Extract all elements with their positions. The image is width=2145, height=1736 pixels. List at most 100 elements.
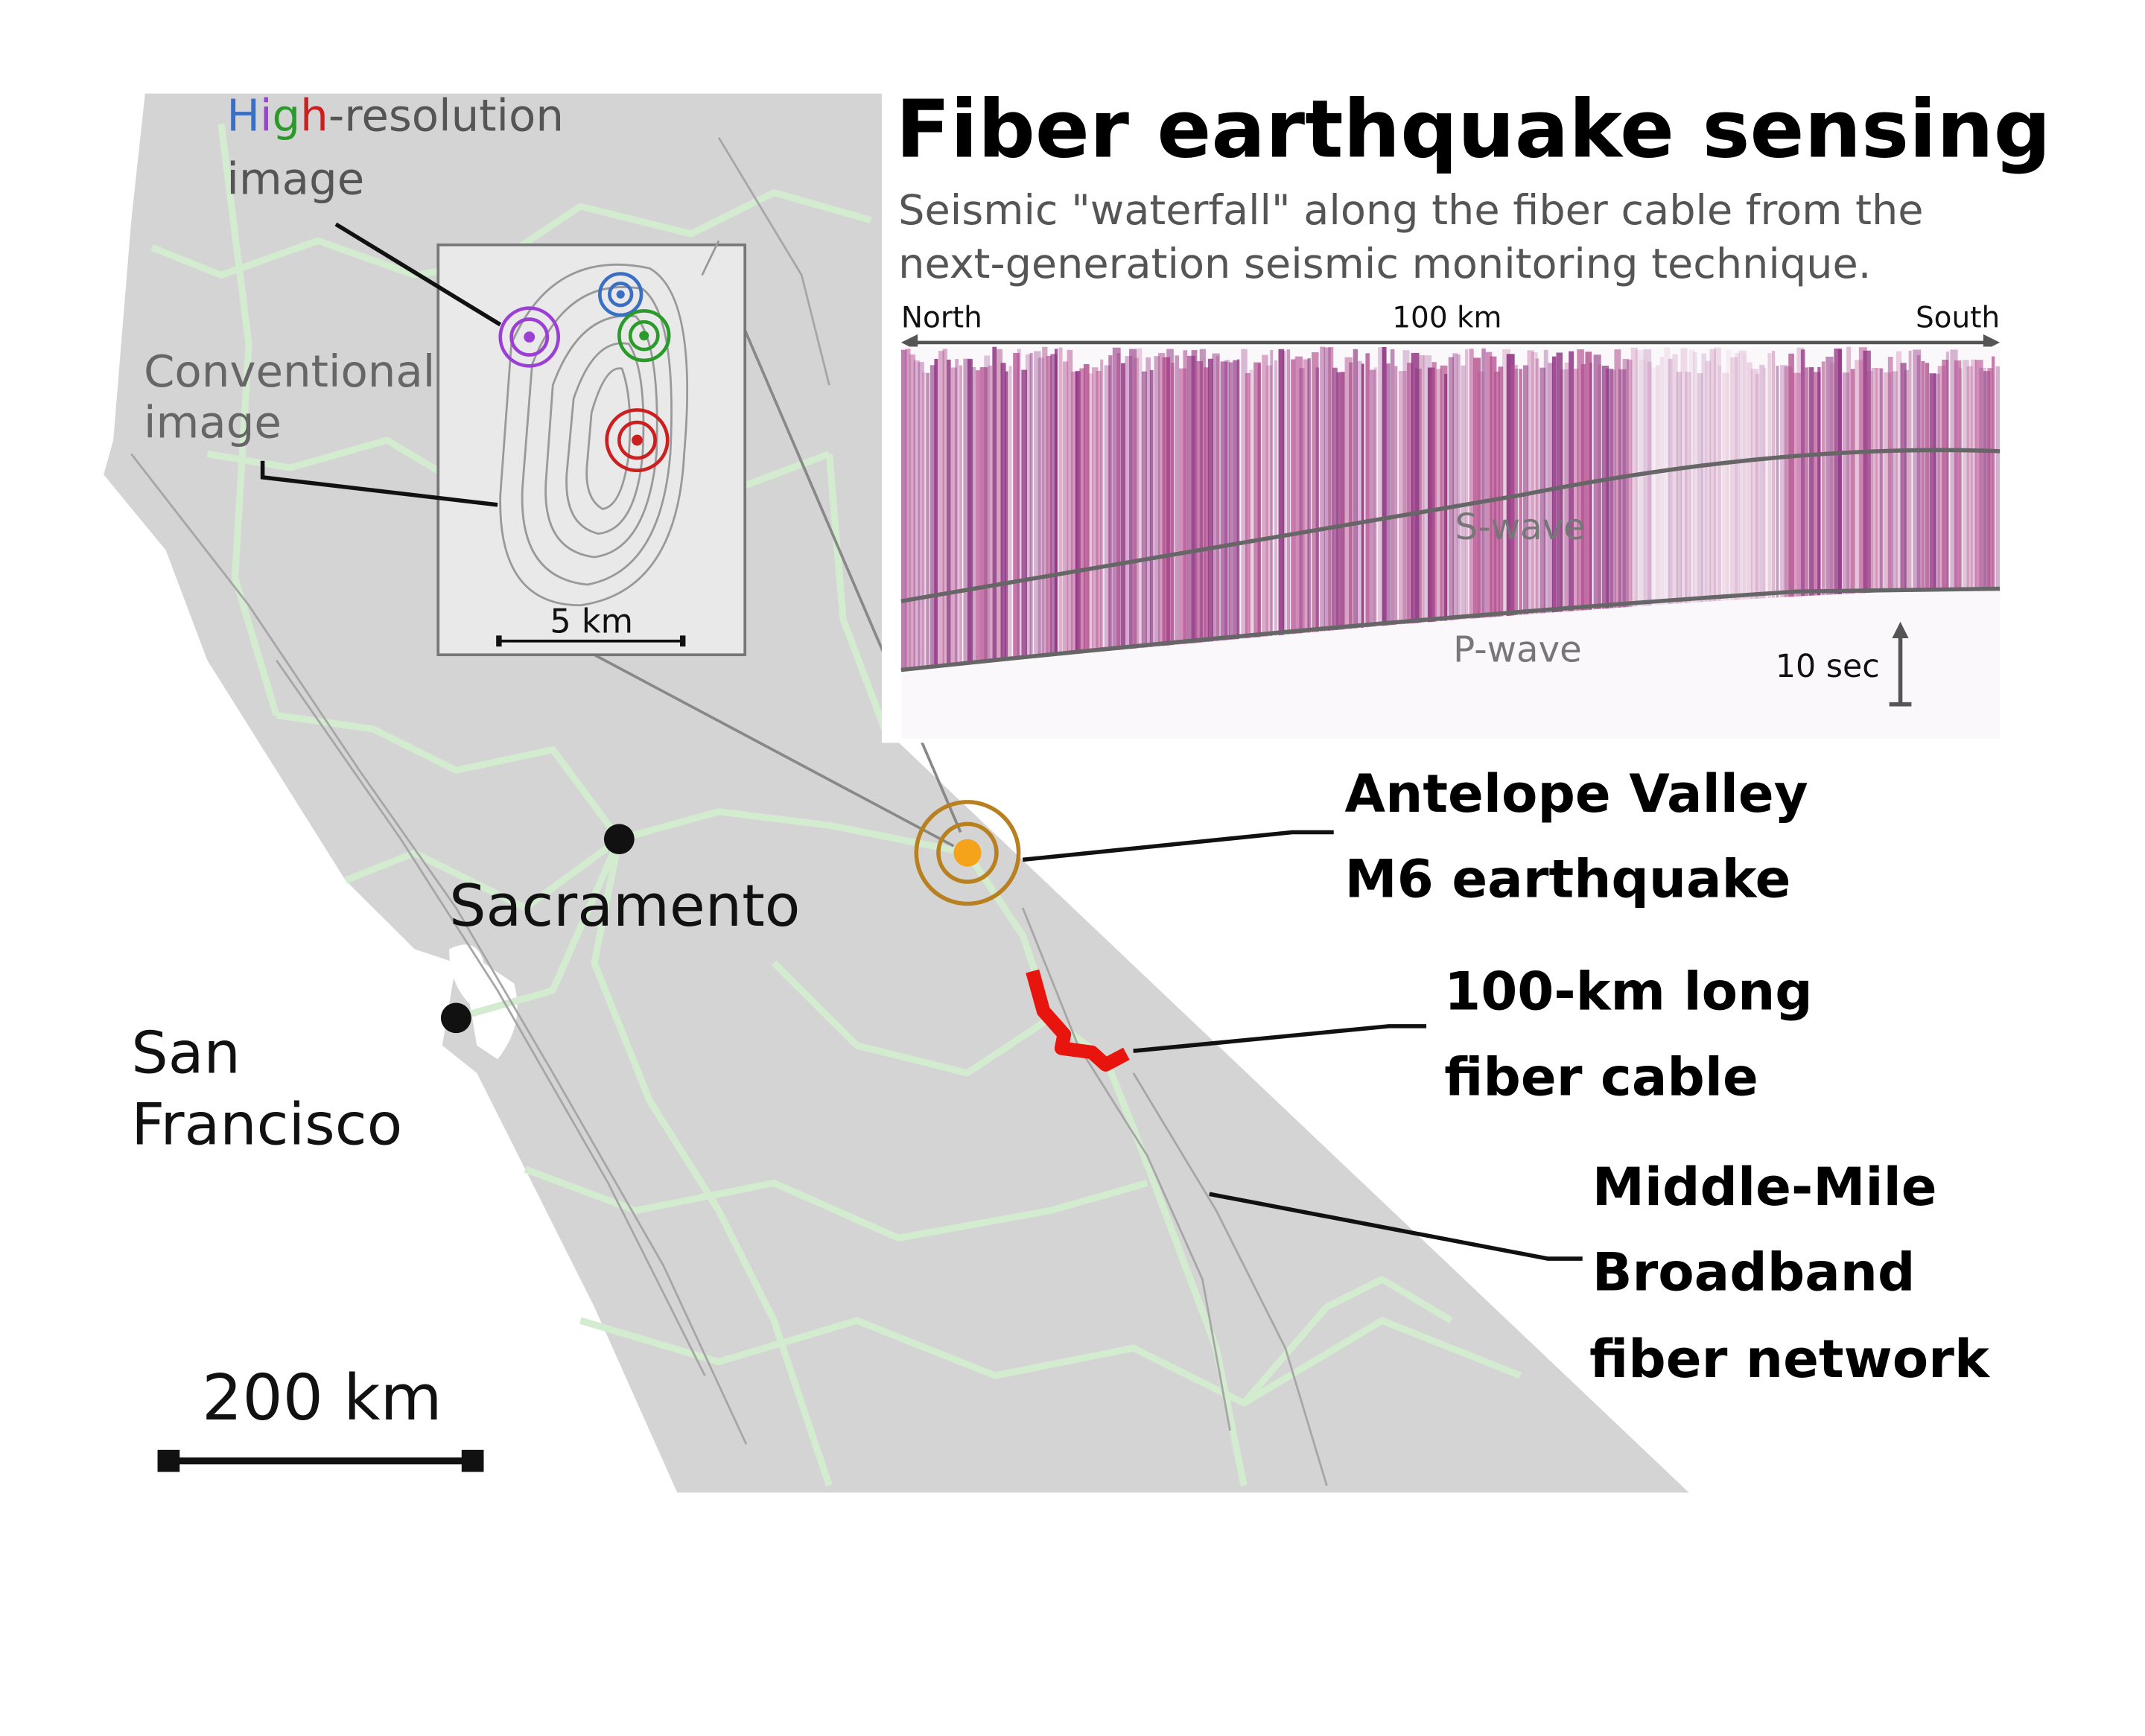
waterfall-stripe xyxy=(996,349,1002,670)
waterfall-stripe xyxy=(1265,365,1272,670)
waterfall-stripe xyxy=(1580,364,1586,670)
waterfall-stripe xyxy=(1722,372,1729,670)
waterfall-stripe xyxy=(1274,360,1278,670)
waterfall-stripe xyxy=(1104,365,1111,670)
waterfall-stripe xyxy=(1668,358,1673,670)
waterfall-stripe xyxy=(1224,360,1230,670)
waterfall-stripe xyxy=(905,349,911,670)
waterfall-stripe xyxy=(1585,352,1592,670)
waterfall-stripe xyxy=(1365,353,1370,670)
waterfall-stripe xyxy=(1685,372,1691,670)
letter: i xyxy=(260,90,273,142)
waterfall-stripe xyxy=(1531,352,1538,670)
waterfall-stripe xyxy=(955,359,959,670)
waterfall-stripe xyxy=(1875,368,1883,670)
waterfall-stripe xyxy=(1042,346,1048,670)
inset-scale-end xyxy=(496,635,502,647)
waterfall-stripe xyxy=(1050,354,1058,670)
waterfall-stripe xyxy=(1249,369,1253,670)
waterfall-stripe xyxy=(918,362,924,670)
waterfall-stripe xyxy=(1005,371,1008,670)
waterfall-stripe xyxy=(1519,369,1522,670)
waterfall-stripe xyxy=(1212,353,1220,670)
waterfall-stripe xyxy=(1448,357,1454,670)
waterfall-stripe xyxy=(1477,372,1484,670)
waterfall-stripe xyxy=(1593,354,1601,670)
p-wave-line xyxy=(900,586,2001,673)
waterfall-stripe xyxy=(1651,367,1656,670)
waterfall-stripe xyxy=(1312,352,1319,670)
city-dot xyxy=(603,824,635,855)
waterfall-stripe xyxy=(1539,367,1546,670)
waterfall-stripe xyxy=(1606,368,1614,670)
waterfall-stripe xyxy=(1461,365,1466,670)
waterfall-stripe xyxy=(1191,350,1198,670)
waterfall-stripe xyxy=(1054,349,1058,670)
waterfall-stripe xyxy=(1551,356,1557,670)
waterfall-stripe xyxy=(1506,354,1515,670)
waterfall-stripe xyxy=(1344,357,1353,670)
waterfall-stripe xyxy=(1465,349,1469,670)
waterfall-stripe xyxy=(1075,371,1081,670)
waterfall-stripe xyxy=(1958,368,1963,670)
waterfall-stripe xyxy=(1498,366,1504,670)
waterfall-stripe xyxy=(1158,352,1166,670)
waterfall-stripe xyxy=(1780,365,1788,670)
waterfall-stripe xyxy=(1204,367,1209,670)
waterfall-stripe xyxy=(1112,347,1121,670)
waterfall-stripe xyxy=(1572,369,1579,670)
waterfall-stripe xyxy=(1800,349,1805,670)
waterfall-stripe xyxy=(1709,349,1716,670)
waterfall-stripe xyxy=(1527,350,1534,670)
cable-label: 100-km long xyxy=(1444,961,1813,1023)
waterfall-stripe xyxy=(1245,372,1251,670)
waterfall-stripe xyxy=(1858,347,1867,670)
waterfall-stripe xyxy=(1283,350,1286,670)
waterfall-stripe xyxy=(1046,355,1052,670)
waterfall-stripe xyxy=(1892,371,1898,670)
waterfall-stripe xyxy=(1639,359,1647,670)
waterfall-stripe xyxy=(1436,369,1442,670)
waterfall-stripe xyxy=(1407,362,1413,670)
waterfall-stripe xyxy=(1809,367,1814,670)
waterfall-stripe xyxy=(938,351,944,670)
map-scale-label: 200 km xyxy=(202,1361,442,1435)
waterfall-stripe xyxy=(1895,351,1902,670)
waterfall-stripe xyxy=(1145,357,1151,670)
waterfall-stripe xyxy=(942,349,947,670)
waterfall-stripe xyxy=(1747,362,1752,670)
waterfall-stripe xyxy=(1609,369,1616,670)
waterfall-stripe xyxy=(1904,369,1909,670)
waterfall-stripe xyxy=(1490,356,1497,670)
epicenter xyxy=(953,839,982,867)
waterfall-stripe xyxy=(1908,350,1912,670)
waterfall-stripe xyxy=(1726,349,1732,670)
waterfall-stripe xyxy=(1974,360,1983,670)
network-label: Broadband xyxy=(1592,1242,1916,1303)
waterfall-stripe xyxy=(1120,363,1125,670)
city-label: Sacramento xyxy=(449,873,800,940)
north-label: North xyxy=(901,302,982,335)
leader xyxy=(260,460,498,507)
waterfall-stripe xyxy=(900,349,907,670)
waterfall-stripe xyxy=(926,372,930,670)
waterfall-stripe xyxy=(971,366,976,670)
waterfall-stripe xyxy=(1299,368,1305,670)
waterfall-stripe xyxy=(1664,347,1671,670)
fiber-cable xyxy=(1026,969,1130,1072)
waterfall-stripe xyxy=(1676,372,1682,670)
waterfall-stripe xyxy=(1792,372,1801,670)
waterfall-stripe xyxy=(1776,366,1779,670)
conventional-label: image xyxy=(144,396,282,448)
waterfall-stripe xyxy=(1444,374,1448,670)
waterfall-stripe xyxy=(1000,363,1006,670)
waterfall-stripe xyxy=(1008,366,1012,670)
waterfall-stripe xyxy=(1963,360,1969,670)
waterfall-stripe xyxy=(1137,348,1143,670)
waterfall-stripe xyxy=(1415,368,1422,670)
inset-scale-label: 5 km xyxy=(550,603,633,641)
leader xyxy=(1209,1192,1583,1261)
waterfall-stripe xyxy=(1510,364,1518,670)
waterfall-stripe xyxy=(1763,367,1767,670)
waterfall-stripe xyxy=(1278,349,1285,670)
